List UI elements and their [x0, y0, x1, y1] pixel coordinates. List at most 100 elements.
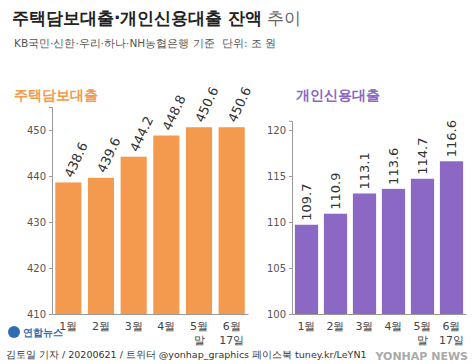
- y-tick-mark: [49, 222, 52, 223]
- x-tick-label: 3월: [125, 320, 143, 333]
- bar: [295, 225, 318, 314]
- bar: [382, 189, 405, 314]
- logo-icon: [8, 326, 20, 338]
- x-tick-label: 6월17일: [439, 320, 464, 347]
- bar: [55, 182, 81, 314]
- bar: [153, 136, 179, 314]
- y-tick: 440: [27, 171, 52, 182]
- x-tick-label: 4월: [385, 320, 403, 333]
- y-tick-mark: [49, 268, 52, 269]
- data-label: 438.6: [61, 140, 90, 180]
- chart: 개인신용대출100105110115120109.7110.9113.1113.…: [267, 87, 467, 347]
- y-tick-label: 440: [27, 171, 46, 182]
- y-tick: 430: [27, 217, 52, 228]
- data-label: 113.1: [357, 152, 372, 189]
- x-tick-label: 6월17일: [219, 320, 244, 347]
- x-tick-label-line: 2월: [92, 320, 110, 333]
- y-tick-label: 100: [267, 309, 286, 320]
- y-tick-mark: [49, 176, 52, 177]
- x-tick-label-line: 6월: [223, 320, 241, 333]
- x-tick: 5월말: [190, 314, 208, 347]
- data-label: 109.7: [299, 184, 314, 221]
- y-tick-label: 110: [267, 217, 286, 228]
- chart: 주택담보대출 410 420 430 440 450 438.6439.6444.2448.…: [14, 84, 254, 346]
- logo-text: 연합뉴스: [23, 327, 63, 338]
- bar: [219, 127, 245, 314]
- x-tick-label-line: 말: [194, 334, 205, 347]
- canvas: 주택담보대출·개인신용대출 잔액추이KB국민·신한·우리·하나·NH농협은행 기…: [0, 0, 474, 364]
- x-tick-label-line: 말: [417, 334, 428, 347]
- y-tick: 105: [267, 263, 292, 274]
- y-axis-line: [289, 121, 293, 314]
- bars: [55, 127, 244, 314]
- data-label: 439.6: [94, 135, 123, 175]
- y-tick: 100: [267, 309, 292, 320]
- chart-title: 개인신용대출: [296, 87, 380, 103]
- subtitle: KB국민·신한·우리·하나·NH농협은행 기준: [14, 37, 215, 49]
- y-axis: 410 420 430 440 450: [27, 108, 53, 320]
- x-tick-label-line: 3월: [125, 320, 143, 333]
- data-label: 450.6: [225, 84, 254, 124]
- data-label: 448.8: [159, 93, 188, 133]
- x-tick-label-line: 5월: [414, 320, 432, 333]
- x-tick-label: 1월: [298, 320, 316, 333]
- x-tick-label-line: 1월: [298, 320, 316, 333]
- y-tick-mark: [49, 130, 52, 131]
- x-tick-label-line: 4월: [157, 320, 175, 333]
- x-tick-label-line: 2월: [327, 320, 345, 333]
- y-axis-line: [49, 108, 53, 315]
- x-axis: 1월2월3월4월5월말6월17일: [53, 314, 249, 347]
- y-tick-label: 420: [27, 263, 46, 274]
- x-tick: 2월: [327, 314, 345, 333]
- y-tick: 110: [267, 217, 292, 228]
- x-tick-label: 5월말: [414, 320, 432, 347]
- x-tick-label-line: 3월: [356, 320, 374, 333]
- x-tick: 1월: [298, 314, 316, 333]
- unit: 단위: 조 원: [222, 37, 276, 49]
- x-tick: 4월: [385, 314, 403, 333]
- x-tick-label-line: 17일: [439, 334, 464, 347]
- y-tick: 450: [27, 125, 52, 136]
- title-suffix: 추이: [267, 8, 301, 28]
- x-tick-label: 5월말: [190, 320, 208, 347]
- y-tick-mark: [289, 176, 292, 177]
- y-tick: 420: [27, 263, 52, 274]
- y-tick-mark: [289, 268, 292, 269]
- credit: 김토일 기자 / 20200621 / 트위터 @yonhap_graphics…: [6, 349, 367, 360]
- data-label: 444.2: [127, 114, 156, 154]
- x-tick-label-line: 4월: [385, 320, 403, 333]
- data-label: 113.6: [386, 148, 401, 185]
- x-tick: 2월: [92, 314, 110, 333]
- bars: [295, 161, 463, 314]
- bar: [440, 161, 463, 314]
- watermark: YONHAP NEWS: [374, 350, 468, 363]
- x-tick-label: 3월: [356, 320, 374, 333]
- x-tick: 6월17일: [439, 314, 464, 347]
- x-tick: 5월말: [414, 314, 432, 347]
- y-tick-mark: [289, 130, 292, 131]
- chart-title: 주택담보대출: [14, 87, 98, 103]
- y-axis: 100105110115120: [267, 121, 293, 319]
- y-tick-label: 105: [267, 263, 286, 274]
- x-tick-label: 2월: [327, 320, 345, 333]
- x-tick-label: 2월: [92, 320, 110, 333]
- y-tick-label: 120: [267, 125, 286, 136]
- bar: [88, 178, 114, 314]
- y-tick-label: 410: [27, 309, 46, 320]
- x-tick: 3월: [125, 314, 143, 333]
- x-axis-line: [53, 314, 249, 315]
- bar: [186, 127, 212, 314]
- x-tick-label-line: 17일: [219, 334, 244, 347]
- data-label: 116.6: [444, 120, 459, 157]
- bar: [353, 193, 376, 314]
- y-tick-mark: [289, 222, 292, 223]
- x-axis-line: [293, 314, 467, 315]
- y-tick-mark: [289, 314, 292, 315]
- x-tick-label-line: 6월: [443, 320, 461, 333]
- bar: [324, 214, 347, 314]
- data-label: 110.9: [328, 173, 343, 210]
- y-tick: 410: [27, 309, 52, 320]
- y-tick-label: 450: [27, 125, 46, 136]
- data-label: 450.6: [192, 84, 221, 124]
- data-label: 114.7: [415, 138, 430, 175]
